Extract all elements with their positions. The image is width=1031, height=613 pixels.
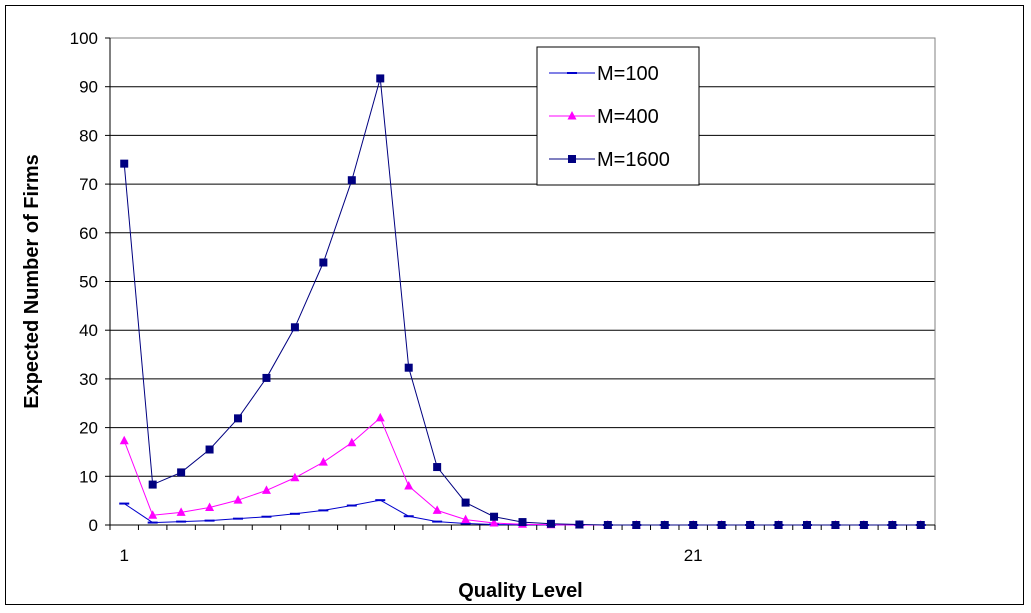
legend-label: M=1600 — [597, 149, 670, 171]
square-marker — [831, 521, 840, 529]
square-marker — [546, 519, 555, 528]
square-marker — [347, 176, 356, 185]
triangle-marker — [432, 505, 442, 514]
triangle-marker — [461, 514, 471, 524]
y-tick-label: 30 — [79, 370, 98, 389]
square-marker — [774, 521, 783, 529]
triangle-marker — [347, 437, 357, 447]
series-line — [123, 78, 921, 526]
square-marker — [177, 468, 186, 477]
square-marker — [433, 463, 442, 472]
x-axis-title: Quality Level — [458, 580, 583, 602]
square-marker — [148, 480, 157, 489]
triangle-marker — [119, 435, 129, 445]
chart-frame — [5, 5, 1024, 605]
y-tick-label: 90 — [79, 78, 98, 97]
triangle-marker — [233, 495, 243, 504]
square-marker — [319, 258, 328, 267]
series-layer — [119, 74, 926, 529]
triangle-marker — [261, 485, 271, 494]
square-marker — [518, 518, 527, 527]
y-tick-label: 40 — [79, 321, 98, 340]
square-marker — [746, 521, 755, 529]
square-marker — [717, 521, 726, 529]
square-marker — [404, 363, 413, 372]
square-marker — [120, 159, 129, 168]
square-marker — [689, 521, 698, 529]
y-tick-label: 10 — [79, 467, 98, 486]
square-marker — [262, 373, 271, 382]
square-marker — [461, 498, 470, 507]
square-marker — [660, 521, 669, 529]
y-axis-title: Expected Number of Firms — [21, 154, 43, 409]
y-tick-label: 20 — [79, 419, 98, 438]
y-tick-label: 100 — [70, 29, 98, 48]
square-marker — [490, 512, 499, 521]
square-marker — [603, 521, 612, 529]
square-marker — [916, 521, 925, 529]
y-tick-label: 80 — [79, 126, 98, 145]
triangle-marker — [290, 472, 300, 482]
y-tick-label: 50 — [79, 273, 98, 292]
square-marker — [376, 74, 385, 83]
triangle-marker — [318, 457, 328, 466]
y-tick-label: 0 — [89, 516, 98, 535]
x-tick-label: 21 — [684, 546, 703, 565]
legend-item: M=100 — [549, 63, 659, 85]
legend-label: M=400 — [597, 106, 659, 128]
legend: M=100 M=400 M=1600 — [536, 46, 700, 186]
square-marker — [205, 445, 214, 454]
legend-item: M=400 — [549, 106, 659, 128]
square-marker — [632, 521, 641, 529]
square-marker — [575, 520, 584, 529]
triangle-marker — [404, 481, 414, 490]
triangle-marker — [148, 510, 158, 519]
triangle-marker — [176, 507, 186, 516]
triangle-marker — [567, 111, 577, 120]
square-marker — [290, 323, 299, 332]
triangle-marker — [375, 412, 385, 422]
square-marker — [568, 155, 576, 163]
y-tick-label: 60 — [79, 224, 98, 243]
square-marker — [234, 414, 243, 423]
triangle-marker — [489, 518, 499, 527]
x-tick-label: 1 — [119, 546, 128, 565]
triangle-marker — [205, 502, 215, 511]
gridlines — [110, 37, 935, 526]
series-m-1600 — [120, 74, 925, 529]
axes: 0 10 20 30 40 50 60 70 80 90 100 1 21 — [70, 29, 936, 565]
legend-item: M=1600 — [549, 149, 670, 171]
series-m-400 — [119, 412, 926, 529]
square-marker — [888, 521, 897, 529]
series-line — [123, 417, 921, 526]
square-marker — [859, 521, 868, 529]
legend-label: M=100 — [597, 63, 659, 85]
y-tick-label: 70 — [79, 175, 98, 194]
square-marker — [802, 521, 811, 529]
